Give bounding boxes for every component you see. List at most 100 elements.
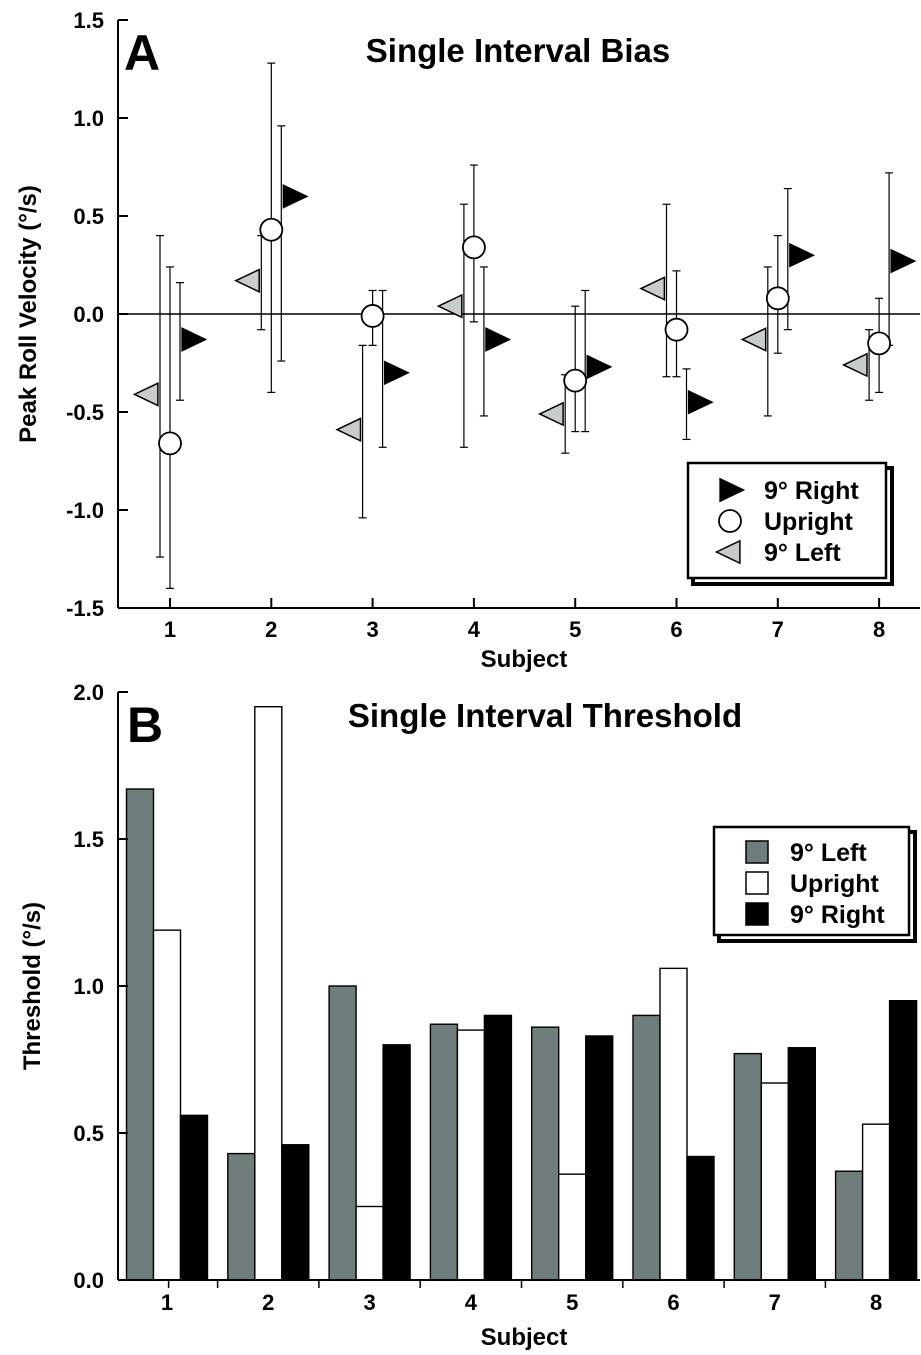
panel-b-bar xyxy=(787,1047,816,1281)
panel-a-point xyxy=(890,248,917,274)
panel-b-bar xyxy=(355,1205,384,1281)
panel-a-point xyxy=(841,352,868,378)
panel-a-y-axis-label: Peak Roll Velocity (°/s) xyxy=(15,185,42,443)
panel-b-x-tick-label: 3 xyxy=(363,1290,375,1315)
panel-a-point xyxy=(867,331,891,356)
panel-b-x-tick-label: 4 xyxy=(465,1290,478,1315)
panel-a-point xyxy=(537,401,564,427)
panel-a-point xyxy=(740,327,767,352)
panel-b-bar xyxy=(834,1170,864,1281)
panel-b-x-tick-label: 6 xyxy=(667,1290,679,1315)
panel-a-point xyxy=(639,276,666,301)
panel-a-legend-marker xyxy=(719,477,746,503)
panel-a-legend: 9° Right Upright 9° Left xyxy=(686,461,894,586)
panel-a-legend-marker xyxy=(714,539,741,565)
panel-b-bar xyxy=(733,1052,762,1281)
panel-a-title: Single Interval Bias xyxy=(366,32,670,69)
panel-a-letter: A xyxy=(124,25,160,81)
panel-b-bar xyxy=(382,1044,411,1281)
panel-b-x-tick-label: 5 xyxy=(566,1290,578,1315)
panel-b-ticks: 2.0 1.5 1.0 0.5 0.0 1 2 3 4 5 6 7 8 xyxy=(73,680,882,1315)
panel-b-legend-label: 9° Left xyxy=(790,839,867,867)
panel-b-y-tick-label: 2.0 xyxy=(73,680,104,705)
panel-a-point xyxy=(765,286,790,311)
panel-b-legend-label: Upright xyxy=(790,870,880,898)
panel-a-x-axis-label: Subject xyxy=(481,646,568,673)
panel-a-markers xyxy=(132,184,917,456)
panel-a-point xyxy=(132,382,159,407)
panel-a-x-tick-label: 7 xyxy=(772,617,784,642)
panel-a-point xyxy=(158,431,182,456)
panel-b-legend-swatch xyxy=(745,871,769,895)
panel-a-point xyxy=(461,235,486,260)
panel-a-y-tick-label: 1.5 xyxy=(73,8,104,33)
panel-b-bar xyxy=(179,1114,209,1281)
panel-b-bar xyxy=(254,706,283,1281)
panel-b-bar xyxy=(281,1144,310,1281)
panel-b-legend-items: 9° Left Upright 9° Right xyxy=(745,839,885,929)
panel-b-x-tick-label: 2 xyxy=(262,1290,274,1315)
panel-a-point xyxy=(181,327,208,352)
panel-b-y-axis-label: Threshold (°/s) xyxy=(19,902,46,1070)
panel-a-legend-label: 9° Right xyxy=(764,477,859,505)
panel-a-x-tick-label: 5 xyxy=(569,617,581,642)
panel-a-bias-chart: A Single Interval Bias Subject Peak Roll… xyxy=(15,8,920,673)
panel-a-y-tick-label: 0.5 xyxy=(73,204,104,229)
panel-a-x-tick-label: 3 xyxy=(366,617,378,642)
panel-a-legend-items: 9° Right Upright 9° Left xyxy=(714,477,859,567)
panel-a-y-tick-label: -1.0 xyxy=(66,498,104,523)
panel-b-letter: B xyxy=(127,697,163,753)
panel-a-x-tick-label: 6 xyxy=(670,617,682,642)
panel-a-legend-marker xyxy=(718,509,742,533)
panel-b-y-tick-label: 1.0 xyxy=(73,974,104,999)
panel-b-bar xyxy=(429,1023,459,1281)
panel-b-bar xyxy=(686,1155,715,1281)
panel-b-legend-shadow xyxy=(717,830,917,943)
panel-b-bar xyxy=(152,929,182,1281)
panel-a-legend-label: Upright xyxy=(764,508,854,536)
panel-b-bar xyxy=(125,788,155,1281)
panel-a-legend-label: 9° Left xyxy=(764,539,841,567)
panel-a-y-tick-label: -0.5 xyxy=(66,400,104,425)
panel-a-point xyxy=(687,389,714,415)
panel-b-bar xyxy=(227,1152,256,1281)
panel-a-point xyxy=(234,268,260,294)
panel-b-x-tick-label: 1 xyxy=(161,1290,173,1315)
panel-b-y-tick-label: 0.0 xyxy=(73,1268,104,1293)
panel-a-x-tick-label: 1 xyxy=(164,617,176,642)
panel-b-legend-swatch xyxy=(745,840,769,864)
panel-a-point xyxy=(383,360,410,386)
panel-a-x-tick-label: 2 xyxy=(265,617,277,642)
panel-b-legend-label: 9° Right xyxy=(790,901,885,929)
panel-b-bar xyxy=(632,1014,661,1281)
panel-a-point xyxy=(436,293,463,319)
panel-b-bar xyxy=(456,1029,486,1281)
panel-b-bar xyxy=(659,967,688,1281)
panel-a-legend-shadow xyxy=(691,466,894,586)
panel-b-bar xyxy=(328,985,357,1281)
panel-a-point xyxy=(586,354,613,380)
panel-b-threshold-chart: B Single Interval Threshold Subject Thre… xyxy=(19,680,920,1351)
panel-b-y-tick-label: 1.5 xyxy=(73,827,104,852)
panel-b-x-axis-label: Subject xyxy=(481,1324,568,1351)
panel-b-y-tick-label: 0.5 xyxy=(73,1121,104,1146)
panel-a-y-tick-label: 1.0 xyxy=(73,106,104,131)
panel-b-legend: 9° Left Upright 9° Right xyxy=(712,825,917,943)
panel-a-point xyxy=(259,217,284,242)
panel-a-point xyxy=(282,184,309,209)
panel-b-x-tick-label: 7 xyxy=(769,1290,781,1315)
panel-a-y-tick-label: 0.0 xyxy=(73,302,104,327)
panel-b-x-tick-label: 8 xyxy=(870,1290,882,1315)
panel-b-bar xyxy=(888,1000,918,1281)
panel-b-bar xyxy=(531,1026,560,1281)
panel-b-bars xyxy=(125,706,918,1281)
panel-a-point xyxy=(563,368,588,393)
panel-a-x-tick-label: 8 xyxy=(873,617,885,642)
panel-b-title: Single Interval Threshold xyxy=(348,697,742,734)
panel-b-bar xyxy=(861,1123,891,1281)
panel-a-point xyxy=(485,327,512,352)
panel-a-point xyxy=(664,317,689,342)
panel-a-ticks: 1.5 1.0 0.5 0.0 -0.5 -1.0 -1.5 1 2 3 4 5 6 7 8 xyxy=(66,8,885,642)
panel-b-legend-swatch xyxy=(745,902,769,926)
